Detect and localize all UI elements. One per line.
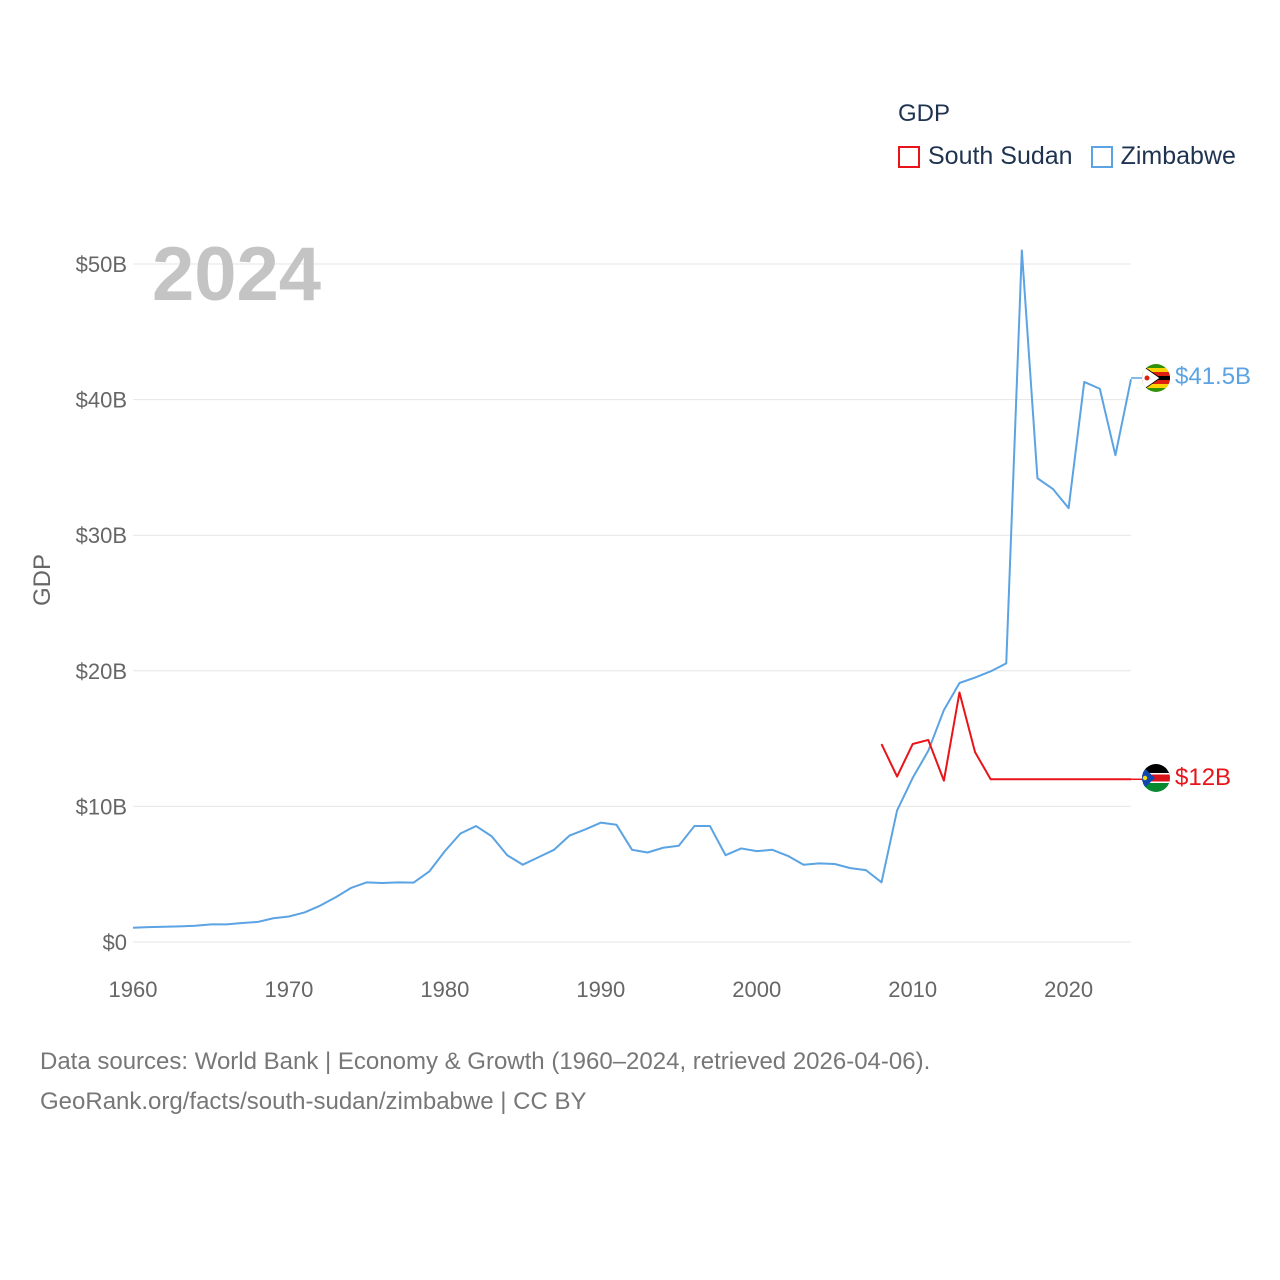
zimbabwe-end-value: $41.5B — [1175, 363, 1251, 390]
y-axis-ticks: $0 $10B $20B $30B $40B $50B — [76, 252, 127, 955]
footer-line-sources: Data sources: World Bank | Economy & Gro… — [40, 1048, 931, 1075]
footer-line-attribution[interactable]: GeoRank.org/facts/south-sudan/zimbabwe |… — [40, 1088, 587, 1115]
series-layer — [132, 249, 1142, 929]
year-label: 2024 — [152, 232, 321, 317]
y-tick-label: $10B — [76, 794, 127, 819]
zimbabwe-end-marker: $41.5B — [1131, 363, 1251, 392]
x-axis-ticks: 1960 1970 1980 1990 2000 2010 2020 — [109, 977, 1094, 1002]
x-tick-label: 2000 — [732, 977, 781, 1002]
series-line-zimbabwe — [132, 249, 1132, 929]
x-tick-label: 1980 — [420, 977, 469, 1002]
south-sudan-end-marker: $12B — [1142, 764, 1231, 792]
south-sudan-flag-icon — [1142, 764, 1170, 792]
legend-item-zimbabwe[interactable]: Zimbabwe — [1090, 142, 1236, 171]
y-axis-title: GDP — [29, 554, 56, 606]
x-tick-label: 2010 — [888, 977, 937, 1002]
x-tick-label: 1970 — [264, 977, 313, 1002]
x-tick-label: 1960 — [109, 977, 158, 1002]
gridlines — [133, 263, 1131, 943]
y-tick-label: $30B — [76, 523, 127, 548]
legend-title: GDP — [898, 100, 951, 127]
x-tick-label: 1990 — [576, 977, 625, 1002]
legend-label-south-sudan: South Sudan — [928, 142, 1073, 170]
footer-sources: Data sources: World Bank | Economy & Gro… — [40, 1042, 930, 1122]
legend-swatch-south-sudan — [898, 145, 920, 168]
legend: South Sudan Zimbabwe — [898, 142, 1254, 171]
zimbabwe-flag-icon — [1142, 364, 1170, 392]
y-tick-label: $20B — [76, 659, 127, 684]
x-tick-label: 2020 — [1044, 977, 1093, 1002]
legend-item-south-sudan[interactable]: South Sudan — [898, 142, 1073, 171]
y-tick-label: $0 — [103, 930, 127, 955]
legend-label-zimbabwe: Zimbabwe — [1120, 142, 1236, 170]
series-line-south-sudan — [880, 691, 1131, 782]
legend-swatch-zimbabwe — [1090, 145, 1113, 168]
south-sudan-end-value: $12B — [1175, 764, 1231, 791]
y-tick-label: $40B — [76, 388, 127, 413]
y-tick-label: $50B — [76, 252, 127, 277]
